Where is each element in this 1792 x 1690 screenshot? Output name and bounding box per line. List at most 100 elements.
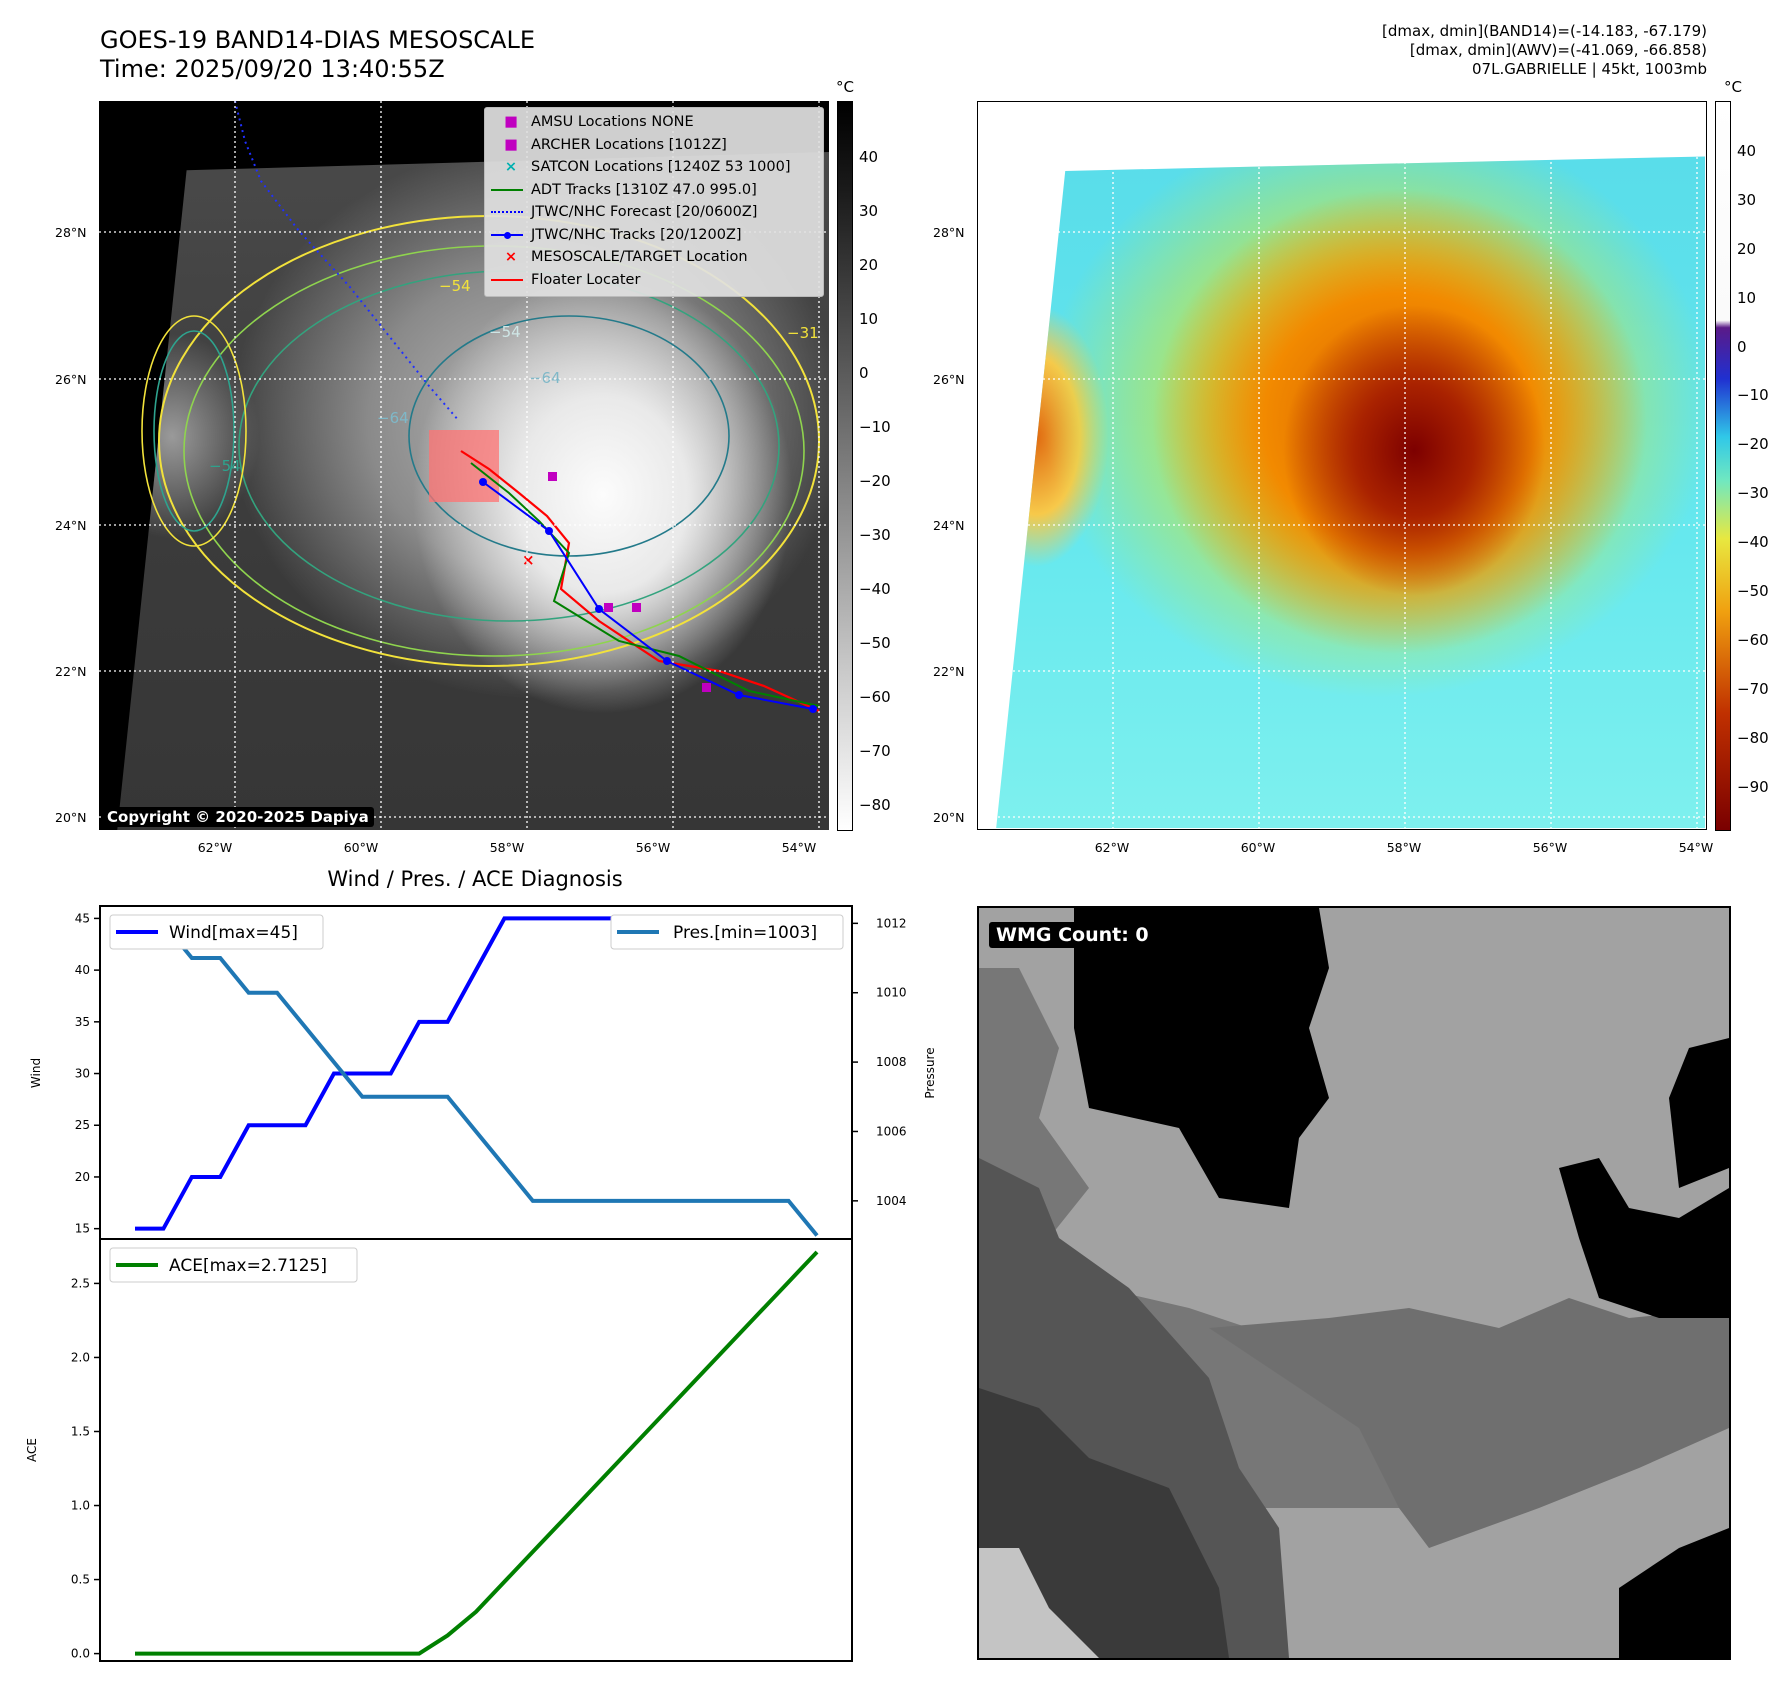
colorbar-tick: −40: [1737, 533, 1769, 551]
wind-axis-label: Wind: [29, 1058, 43, 1088]
wind-legend: Wind[max=45]: [109, 914, 324, 950]
pressure-legend: Pres.[min=1003]: [610, 914, 844, 950]
awv-colorbar: [1715, 101, 1731, 831]
colorbar-tick: −10: [859, 418, 891, 436]
awv-graticule: [978, 102, 1705, 828]
square-icon: ■: [504, 136, 518, 153]
lat-label: 26°N: [55, 372, 87, 387]
wind-pressure-axes: [99, 905, 853, 1240]
contour-label: −64: [529, 369, 561, 387]
figure-title: GOES-19 BAND14-DIAS MESOSCALE Time: 2025…: [100, 26, 535, 84]
archer-marker: [632, 603, 641, 612]
y-tick-right-label: 1010: [876, 986, 907, 1000]
colorbar-tick: 0: [859, 364, 869, 382]
contour-label: −31: [787, 324, 819, 342]
lon-label: 60°W: [344, 840, 379, 855]
colorbar-tick: −50: [859, 634, 891, 652]
colorbar-tick: 20: [859, 256, 878, 274]
contour-label: −54: [439, 277, 471, 295]
lat-label: 20°N: [933, 810, 965, 825]
colorbar-tick: −60: [1737, 631, 1769, 649]
ir-colorbar-unit: °C: [836, 78, 854, 96]
archer-marker: [702, 683, 711, 692]
track-point: [479, 478, 487, 486]
colorbar-tick: −70: [1737, 680, 1769, 698]
y-tick-label: 25: [75, 1118, 90, 1132]
y-tick-label: 45: [75, 911, 90, 925]
pressure-line: [135, 921, 819, 1237]
contour-label: −54: [489, 323, 521, 341]
colorbar-tick: 40: [1737, 142, 1756, 160]
best-track: [482, 481, 814, 710]
y-tick-label: 40: [75, 963, 90, 977]
y-tick-label: 1.0: [71, 1499, 90, 1513]
stats-awv: [dmax, dmin](AWV)=(-41.069, -66.858): [1409, 41, 1707, 59]
y-tick-label: 15: [75, 1222, 90, 1236]
colorbar-tick: −50: [1737, 582, 1769, 600]
lon-label: 60°W: [1241, 840, 1276, 855]
legend-item: ■ ARCHER Locations [1012Z]: [491, 134, 817, 157]
lat-label: 22°N: [933, 664, 965, 679]
diagnosis-chart: Wind / Pres. / ACE Diagnosis 15 20 25 30 35 4…: [25, 867, 937, 1662]
wmg-count-label: WMG Count: 0: [989, 922, 1156, 948]
line-icon: [491, 179, 531, 202]
archer-marker: [548, 472, 557, 481]
colorbar-tick: −80: [859, 796, 891, 814]
title-satellite: GOES-19 BAND14-DIAS MESOSCALE: [100, 26, 536, 54]
lon-label: 56°W: [636, 840, 671, 855]
awv-colorbar-ticks: 40 30 20 10 0 −10 −20 −30 −40 −50 −60 −7…: [1737, 142, 1769, 796]
colorbar-tick: 10: [859, 310, 878, 328]
line-dot-icon: [491, 224, 531, 247]
contour-label: −64: [377, 409, 409, 427]
lon-label: 58°W: [1387, 840, 1422, 855]
ir-colorbar-ticks: 40 30 20 10 0 −10 −20 −30 −40 −50 −60 −7…: [859, 148, 891, 814]
colorbar-tick: 20: [1737, 240, 1756, 258]
colorbar-tick: −60: [859, 688, 891, 706]
lat-label: 28°N: [933, 225, 965, 240]
lat-label: 20°N: [55, 810, 87, 825]
colorbar-tick: 40: [859, 148, 878, 166]
y-tick-label: 30: [75, 1067, 90, 1081]
y-tick-label: 0.5: [71, 1573, 90, 1587]
y-tick-label: 2.0: [71, 1350, 90, 1364]
chart-title: Wind / Pres. / ACE Diagnosis: [327, 867, 622, 891]
y-tick-label: 0.0: [71, 1647, 90, 1661]
colorbar-tick: −70: [859, 742, 891, 760]
lon-label: 62°W: [1095, 840, 1130, 855]
y-tick-label: 1.5: [71, 1424, 90, 1438]
colorbar-tick: −30: [1737, 484, 1769, 502]
legend-item: × SATCON Locations [1240Z 53 1000]: [491, 156, 817, 179]
lon-label: 56°W: [1533, 840, 1568, 855]
pressure-axis-label: Pressure: [923, 1047, 937, 1098]
mesoscale-box: [429, 430, 499, 502]
map-legend: ■ AMSU Locations NONE ■ ARCHER Locations […: [484, 107, 824, 297]
y-tick-right-label: 1004: [876, 1194, 907, 1208]
dotted-line-icon: [491, 201, 531, 224]
contour-island-green: [153, 330, 235, 532]
colorbar-tick: −40: [859, 580, 891, 598]
ace-axis-label: ACE: [25, 1438, 39, 1462]
track-point: [735, 691, 743, 699]
wind-legend-label: Wind[max=45]: [169, 923, 298, 943]
y-tick-label: 2.5: [71, 1276, 90, 1290]
ace-axis-ticks: 0.0 0.5 1.0 1.5 2.0 2.5: [71, 1276, 100, 1661]
colorbar-tick: −90: [1737, 778, 1769, 796]
awv-axis-labels: 28°N 26°N 24°N 22°N 20°N 62°W 60°W 58°W …: [933, 225, 1714, 855]
y-tick-right-label: 1006: [876, 1124, 907, 1138]
lon-label: 54°W: [1679, 840, 1714, 855]
square-icon: ■: [504, 114, 518, 130]
awv-map-panel: [977, 101, 1707, 830]
colorbar-tick: −10: [1737, 386, 1769, 404]
colorbar-tick: −20: [1737, 435, 1769, 453]
track-point: [663, 657, 671, 665]
pressure-axis-ticks: 1004 1006 1008 1010 1012: [852, 916, 907, 1208]
ace-axes: [99, 1238, 853, 1662]
contour-island-yellow: [141, 315, 247, 547]
ace-legend: ACE[max=2.7125]: [109, 1247, 358, 1283]
pressure-legend-label: Pres.[min=1003]: [673, 923, 817, 943]
legend-item: JTWC/NHC Tracks [20/1200Z]: [491, 224, 817, 247]
y-tick-right-label: 1008: [876, 1055, 907, 1069]
target-marker: ×: [522, 551, 535, 569]
copyright-label: Copyright © 2020-2025 Dapiya: [102, 807, 374, 827]
title-time: Time: 2025/09/20 13:40:55Z: [100, 55, 445, 83]
